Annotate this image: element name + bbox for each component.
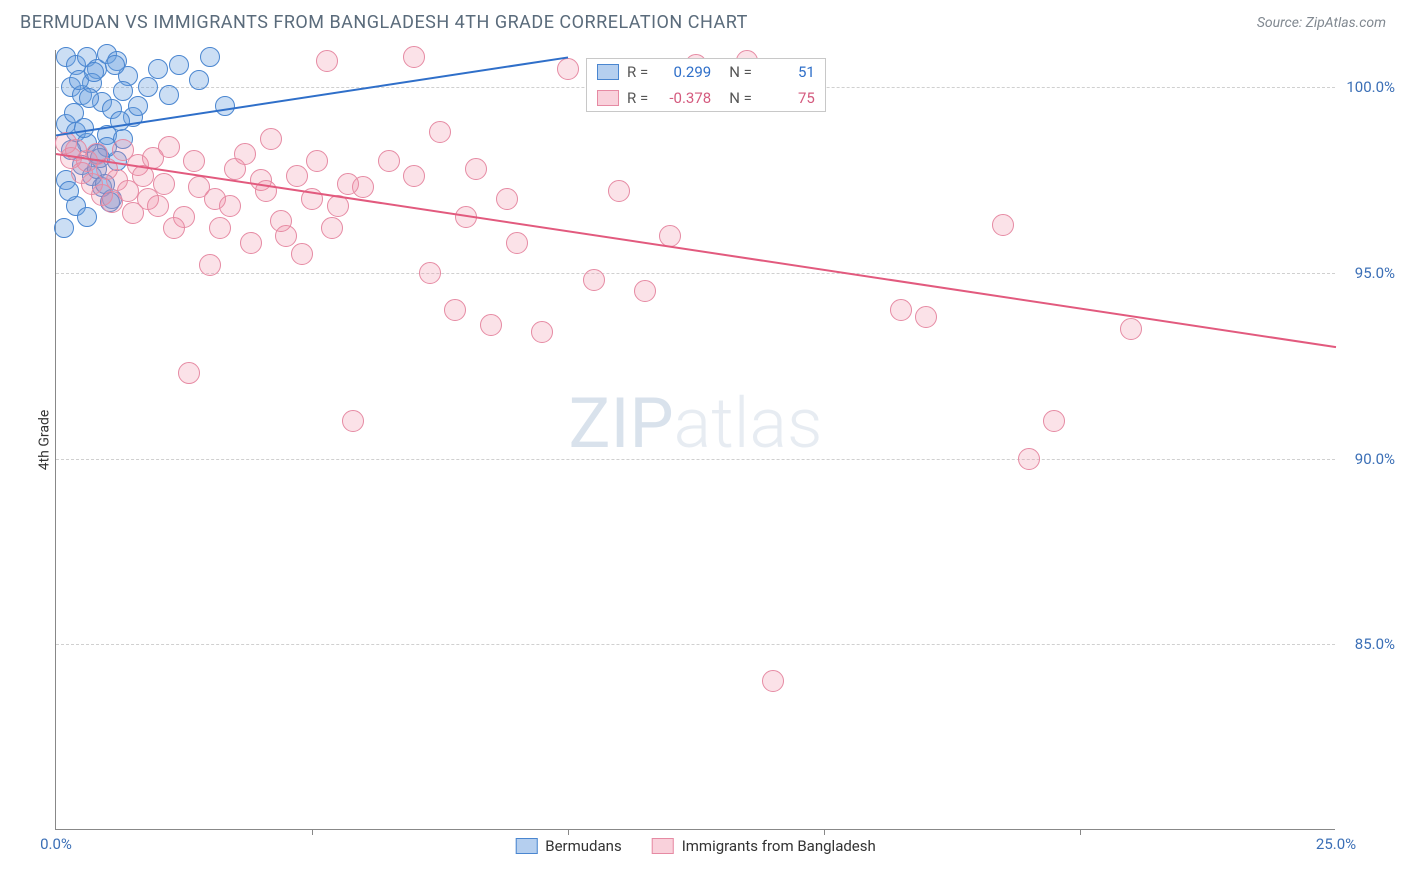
legend-swatch (652, 838, 674, 854)
y-tick-label: 85.0% (1340, 635, 1395, 653)
legend-swatch (597, 64, 619, 80)
stat-n-value: 75 (760, 89, 815, 107)
legend-item: Bermudans (515, 837, 621, 855)
stat-r-label: R = (627, 63, 648, 81)
chart-header: BERMUDAN VS IMMIGRANTS FROM BANGLADESH 4… (0, 0, 1406, 41)
legend-stats-row: R = -0.378 N = 75 (587, 85, 825, 111)
y-tick-label: 100.0% (1340, 78, 1395, 96)
x-tick-label: 25.0% (1316, 835, 1356, 853)
stat-r-value: 0.299 (656, 63, 711, 81)
legend-label: Immigrants from Bangladesh (682, 837, 876, 855)
y-tick-label: 90.0% (1340, 450, 1395, 468)
stat-r-value: -0.378 (656, 89, 711, 107)
legend-stats: R = 0.299 N = 51 R = -0.378 N = 75 (586, 58, 826, 112)
stat-r-label: R = (627, 89, 648, 107)
legend-bottom: Bermudans Immigrants from Bangladesh (515, 837, 876, 855)
y-axis-title: 4th Grade (36, 409, 52, 470)
stat-n-label: N = (729, 63, 752, 81)
trendline-bangladesh (56, 154, 1336, 347)
chart-source: Source: ZipAtlas.com (1257, 15, 1386, 31)
legend-item: Immigrants from Bangladesh (652, 837, 876, 855)
y-tick-label: 95.0% (1340, 264, 1395, 282)
trend-lines (56, 50, 1336, 830)
stat-n-value: 51 (760, 63, 815, 81)
stat-n-label: N = (729, 89, 752, 107)
legend-swatch (597, 90, 619, 106)
chart-title: BERMUDAN VS IMMIGRANTS FROM BANGLADESH 4… (20, 12, 748, 33)
trendline-bermudans (56, 57, 568, 135)
chart-container: ZIPatlas 4th Grade BermudansImmigrants f… (55, 50, 1385, 830)
plot-area: ZIPatlas 4th Grade BermudansImmigrants f… (55, 50, 1335, 830)
legend-swatch (515, 838, 537, 854)
x-tick-label: 0.0% (40, 835, 72, 853)
legend-label: Bermudans (545, 837, 621, 855)
legend-stats-row: R = 0.299 N = 51 (587, 59, 825, 85)
